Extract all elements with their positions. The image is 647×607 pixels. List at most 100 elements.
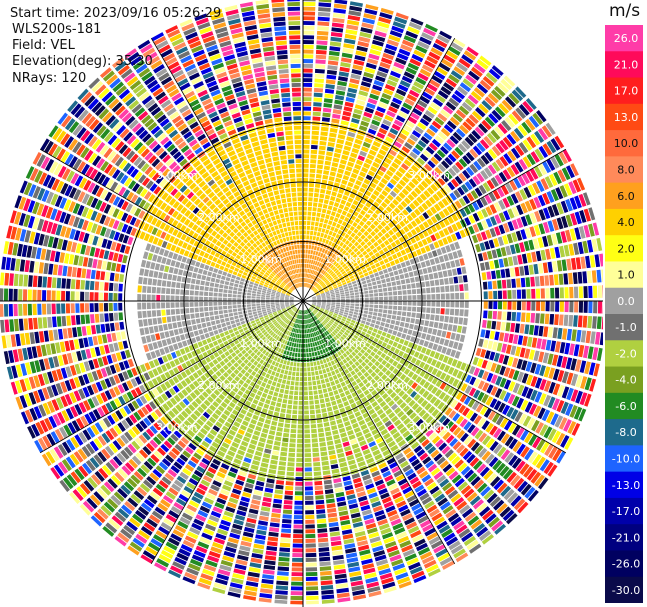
velocity-gate xyxy=(452,341,459,350)
velocity-gate xyxy=(126,521,138,532)
velocity-gate xyxy=(143,522,156,532)
velocity-gate xyxy=(316,509,326,514)
velocity-gate xyxy=(387,255,394,262)
velocity-gate xyxy=(411,402,420,411)
velocity-gate xyxy=(330,211,336,217)
velocity-gate xyxy=(407,289,412,295)
velocity-gate xyxy=(294,391,299,396)
velocity-gate xyxy=(303,216,307,221)
velocity-gate xyxy=(295,381,299,386)
velocity-gate xyxy=(415,542,428,552)
velocity-gate xyxy=(309,163,316,169)
velocity-gate xyxy=(329,271,334,276)
velocity-gate xyxy=(573,315,578,327)
velocity-gate xyxy=(324,336,329,342)
velocity-gate xyxy=(309,235,313,240)
velocity-gate xyxy=(372,449,381,457)
velocity-gate xyxy=(431,512,443,522)
velocity-gate xyxy=(231,336,238,342)
velocity-gate xyxy=(362,412,370,419)
velocity-gate xyxy=(473,87,486,98)
velocity-gate xyxy=(332,17,345,24)
velocity-gate xyxy=(386,282,392,287)
velocity-gate xyxy=(352,521,364,528)
velocity-gate xyxy=(351,443,360,450)
velocity-gate xyxy=(270,325,275,330)
velocity-gate xyxy=(347,459,356,466)
velocity-gate xyxy=(333,104,343,110)
velocity-gate xyxy=(293,515,303,520)
velocity-gate xyxy=(163,518,175,528)
velocity-gate xyxy=(333,482,343,488)
velocity-gate xyxy=(407,301,412,306)
velocity-gate xyxy=(343,538,355,545)
velocity-gate xyxy=(317,384,322,390)
velocity-gate xyxy=(284,423,291,429)
velocity-gate xyxy=(284,335,288,340)
velocity-gate xyxy=(383,586,397,594)
velocity-gate xyxy=(336,339,341,345)
velocity-gate xyxy=(304,319,306,324)
velocity-gate xyxy=(412,428,421,437)
velocity-gate xyxy=(421,474,432,483)
velocity-gate xyxy=(131,455,142,466)
velocity-gate xyxy=(314,221,319,227)
velocity-gate xyxy=(337,80,348,87)
velocity-gate xyxy=(396,251,402,258)
velocity-gate xyxy=(575,257,582,270)
velocity-gate xyxy=(396,500,407,509)
velocity-gate xyxy=(251,388,258,394)
velocity-gate xyxy=(129,541,143,552)
velocity-gate xyxy=(491,412,501,423)
velocity-gate xyxy=(282,398,288,404)
velocity-gate xyxy=(410,318,416,324)
velocity-gate xyxy=(407,341,414,348)
velocity-gate xyxy=(564,287,569,299)
velocity-gate xyxy=(195,448,205,457)
velocity-gate xyxy=(350,298,355,301)
velocity-gate xyxy=(89,494,102,506)
velocity-gate xyxy=(531,453,542,466)
velocity-gate xyxy=(208,416,217,424)
velocity-gate xyxy=(448,97,460,108)
velocity-gate xyxy=(368,386,375,393)
velocity-gate xyxy=(339,214,345,220)
velocity-gate xyxy=(378,127,388,135)
velocity-gate xyxy=(177,520,189,530)
velocity-gate xyxy=(367,354,373,361)
velocity-gate xyxy=(399,373,407,381)
velocity-gate xyxy=(315,306,320,310)
velocity-gate xyxy=(323,272,328,277)
velocity-gate xyxy=(379,572,393,580)
velocity-gate xyxy=(137,467,147,478)
velocity-gate xyxy=(502,355,510,365)
velocity-gate xyxy=(288,447,296,453)
velocity-gate xyxy=(447,324,453,331)
velocity-gate xyxy=(381,392,389,400)
velocity-gate xyxy=(333,152,341,159)
velocity-gate xyxy=(145,403,153,413)
velocity-gate xyxy=(399,381,406,389)
velocity-gate xyxy=(344,170,351,177)
velocity-gate xyxy=(440,246,447,254)
velocity-gate xyxy=(493,428,502,439)
velocity-gate xyxy=(358,326,364,331)
velocity-gate xyxy=(370,205,377,212)
velocity-gate xyxy=(388,483,398,491)
velocity-gate xyxy=(495,415,505,426)
velocity-gate xyxy=(304,310,306,315)
velocity-gate xyxy=(438,255,445,263)
velocity-gate xyxy=(317,335,321,341)
velocity-gate xyxy=(360,209,366,216)
velocity-gate xyxy=(376,153,385,161)
velocity-gate xyxy=(510,474,521,487)
velocity-gate xyxy=(335,327,340,332)
velocity-gate xyxy=(234,375,241,382)
velocity-gate xyxy=(435,307,441,314)
velocity-gate xyxy=(299,391,303,396)
velocity-gate xyxy=(392,368,399,375)
velocity-gate xyxy=(364,137,373,144)
velocity-gate xyxy=(487,164,497,175)
velocity-gate xyxy=(344,275,349,279)
velocity-gate xyxy=(387,400,395,407)
